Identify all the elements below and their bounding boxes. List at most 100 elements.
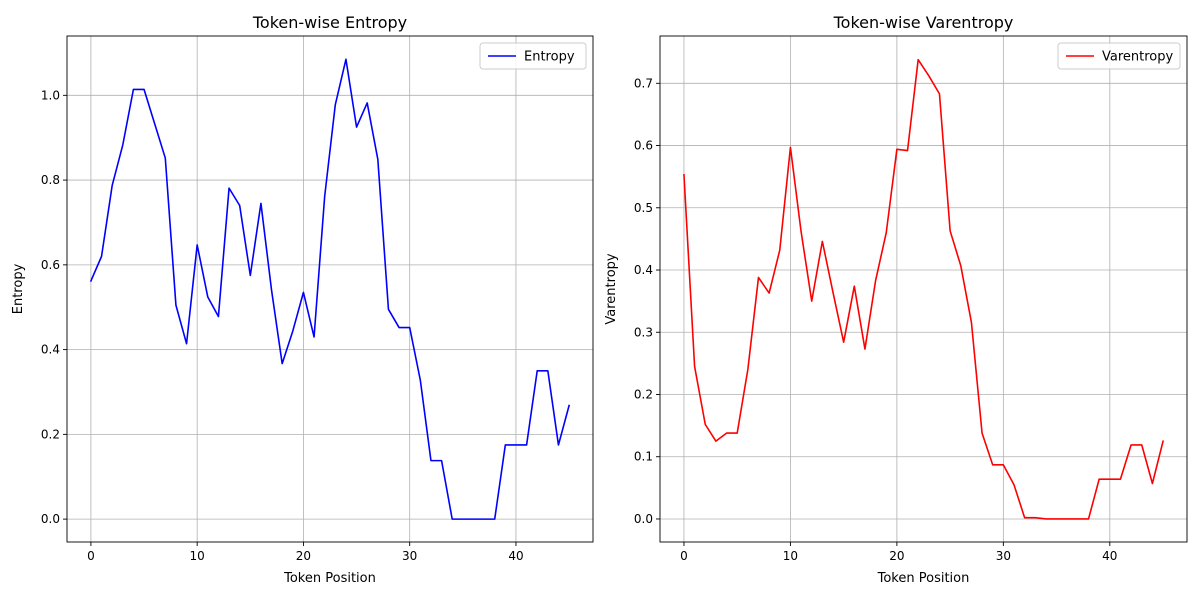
entropy-point [462,518,464,520]
varentropy-point [1109,478,1111,480]
entropy-point [547,370,549,372]
entropy-point [143,88,145,90]
varentropy-point [1087,518,1089,520]
entropy-xtick-label: 40 [508,549,523,563]
entropy-axes-frame [66,35,594,543]
entropy-point [536,370,538,372]
varentropy-point [1098,478,1100,480]
entropy-point [387,308,389,310]
entropy-point [260,202,262,204]
varentropy-point [725,432,727,434]
entropy-point [238,204,240,206]
varentropy-point [768,292,770,294]
entropy-point [472,518,474,520]
varentropy-point [747,368,749,370]
entropy-x-axis-label: Token Position [283,571,376,586]
varentropy-point [683,174,685,176]
entropy-panel: 0 10 20 30 40 0.0 0.2 0.4 0.6 0.8 1.0 Token-wise En… [11,13,594,586]
varentropy-point [949,230,951,232]
entropy-y-axis-label: Entropy [11,263,26,314]
varentropy-point [715,440,717,442]
varentropy-series-line [683,58,1165,520]
varentropy-ytick-label: 0.1 [634,450,653,464]
varentropy-legend: Varentropy [1057,42,1181,70]
entropy-point [451,518,453,520]
entropy-point [90,280,92,282]
varentropy-point [736,432,738,434]
varentropy-legend-box [1057,42,1181,70]
varentropy-legend-label: Varentropy [1102,50,1174,65]
varentropy-point [821,240,823,242]
varentropy-xtick-label: 40 [1102,549,1117,563]
varentropy-xtick-label: 0 [680,549,688,563]
varentropy-point [1045,518,1047,520]
entropy-ytick-label: 0.8 [41,173,60,187]
varentropy-point [885,231,887,233]
varentropy-point [1066,518,1068,520]
varentropy-point [1034,517,1036,519]
entropy-ytick-label: 0.4 [41,343,60,357]
entropy-point [313,336,315,338]
entropy-series-line [89,58,571,520]
entropy-point [281,362,283,364]
entropy-point [557,444,559,446]
varentropy-point [704,423,706,425]
entropy-point [419,379,421,381]
entropy-point [100,255,102,257]
varentropy-point [853,285,855,287]
varentropy-point [800,230,802,232]
varentropy-ytick-label: 0.6 [634,139,653,153]
entropy-point [525,444,527,446]
varentropy-point [874,279,876,281]
entropy-point [398,326,400,328]
varentropy-point [832,291,834,293]
entropy-point [366,102,368,104]
entropy-legend-box [479,42,587,70]
entropy-point [249,274,251,276]
varentropy-point [938,93,940,95]
varentropy-ytick-label: 0.3 [634,325,653,339]
entropy-xtick-label: 30 [402,549,417,563]
varentropy-ytick-label: 0.7 [634,76,653,90]
entropy-point [334,103,336,105]
entropy-point [302,291,304,293]
varentropy-point [906,149,908,151]
varentropy-point [1130,444,1132,446]
varentropy-point [1023,517,1025,519]
entropy-ytick-label: 0.2 [41,427,60,441]
varentropy-x-axis-label: Token Position [877,571,970,586]
entropy-legend-label: Entropy [524,50,575,65]
entropy-point [217,315,219,317]
varentropy-point [864,348,866,350]
varentropy-point [811,300,813,302]
entropy-point [440,459,442,461]
entropy-chart-title: Token-wise Entropy [252,13,407,32]
varentropy-xtick-label: 30 [996,549,1011,563]
varentropy-point [1013,484,1015,486]
entropy-point [494,518,496,520]
varentropy-chart-title: Token-wise Varentropy [833,13,1014,32]
varentropy-ytick-label: 0.2 [634,387,653,401]
entropy-point [408,326,410,328]
varentropy-point [1077,518,1079,520]
varentropy-point [896,148,898,150]
entropy-point [164,157,166,159]
varentropy-ytick-label: 0.0 [634,512,653,526]
entropy-xtick-label: 10 [190,549,205,563]
varentropy-y-axis-label: Varentropy [604,253,619,325]
entropy-point [122,144,124,146]
entropy-point [504,444,506,446]
entropy-point [153,123,155,125]
varentropy-axes-frame [659,35,1188,543]
entropy-ytick-label: 0.6 [41,258,60,272]
varentropy-point [789,146,791,148]
varentropy-point [928,75,930,77]
entropy-point [207,296,209,298]
varentropy-ytick-label: 0.4 [634,263,653,277]
varentropy-point [1141,444,1143,446]
varentropy-point [981,432,983,434]
varentropy-xtick-label: 10 [783,549,798,563]
entropy-point [323,195,325,197]
